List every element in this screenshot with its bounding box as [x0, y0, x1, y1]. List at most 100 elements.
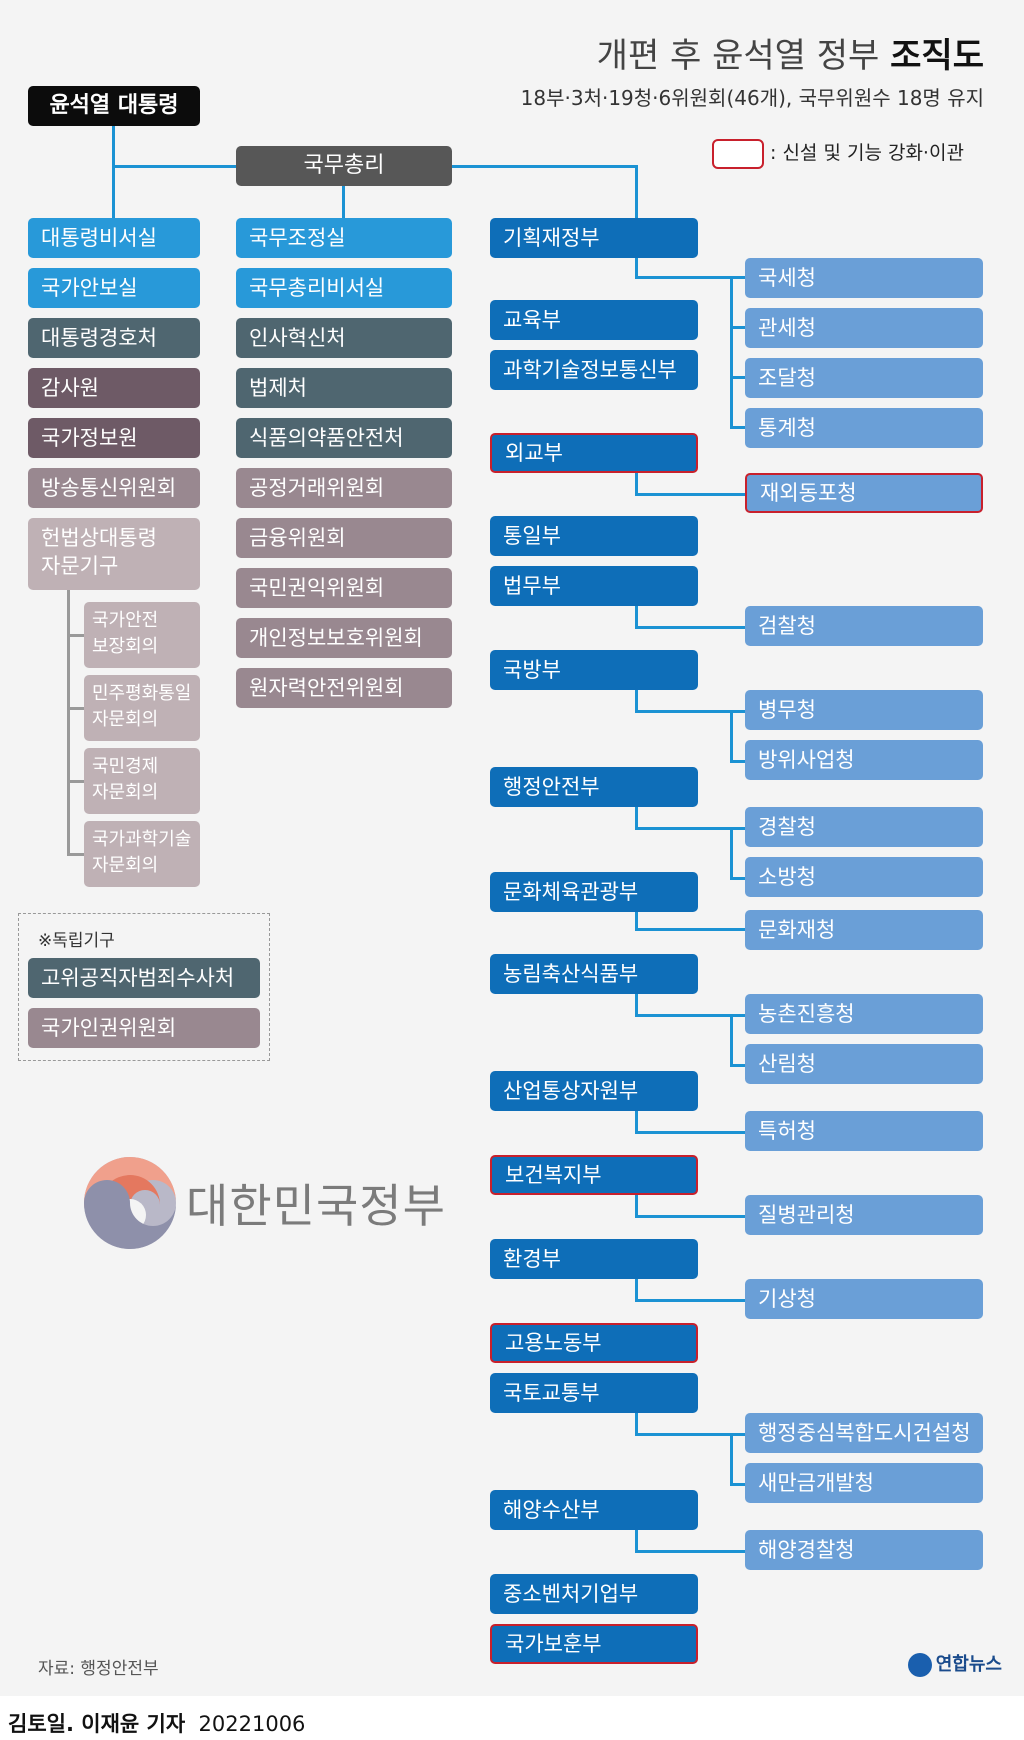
government-logo-text: 대한민국정부 — [186, 1179, 446, 1233]
brand-label: 연합뉴스 — [935, 1654, 1002, 1675]
agency-procurement[interactable]: 조달청 — [745, 358, 983, 398]
advisory-connector — [67, 590, 70, 855]
conn-mof-b2 — [730, 326, 745, 329]
conn-mois-h — [635, 827, 745, 830]
agency-forest[interactable]: 산림청 — [745, 1044, 983, 1084]
agency-military-manpower[interactable]: 병무청 — [745, 690, 983, 730]
president-office-box[interactable]: 대통령비서실 — [28, 218, 200, 258]
agency-multifunctional-city[interactable]: 행정중심복합도시건설청 — [745, 1413, 983, 1453]
advisory-item-national-economy[interactable]: 국민경제 자문회의 — [84, 748, 200, 814]
ministry-smes-startups[interactable]: 중소벤처기업부 — [490, 1574, 698, 1614]
ministry-national-defense[interactable]: 국방부 — [490, 650, 698, 690]
title-bold: 조직도 — [890, 36, 984, 76]
government-logo-icon — [84, 1157, 176, 1249]
connector-ministries — [635, 165, 638, 218]
cio-box[interactable]: 고위공직자범죄수사처 — [28, 958, 260, 998]
national-security-office-box[interactable]: 국가안보실 — [28, 268, 200, 308]
agency-prosecutors[interactable]: 검찰청 — [745, 606, 983, 646]
prime-minister-box[interactable]: 국무총리 — [236, 146, 452, 186]
ministry-education[interactable]: 교육부 — [490, 300, 698, 340]
agency-patent[interactable]: 특허청 — [745, 1111, 983, 1151]
ministry-agriculture[interactable]: 농림축산식품부 — [490, 954, 698, 994]
agency-disease-control[interactable]: 질병관리청 — [745, 1195, 983, 1235]
advisory-bodies-box[interactable]: 헌법상대통령 자문기구 — [28, 518, 200, 590]
conn-mof2-v — [635, 1530, 638, 1552]
nuclear-safety-commission-box[interactable]: 원자력안전위원회 — [236, 668, 452, 708]
ministry-foreign-affairs[interactable]: 외교부 — [490, 433, 698, 473]
agency-fire[interactable]: 소방청 — [745, 857, 983, 897]
conn-motie-v — [635, 1111, 638, 1133]
ministry-environment[interactable]: 환경부 — [490, 1239, 698, 1279]
conn-mof2-h — [635, 1550, 745, 1553]
ministry-culture-sports-tourism[interactable]: 문화체육관광부 — [490, 872, 698, 912]
advisory-item-science-technology[interactable]: 국가과학기술 자문회의 — [84, 821, 200, 887]
agency-police[interactable]: 경찰청 — [745, 807, 983, 847]
source-note: 자료: 행정안전부 — [38, 1659, 159, 1679]
conn-mof-h — [635, 276, 745, 279]
legend-swatch — [712, 138, 764, 169]
food-drug-safety-box[interactable]: 식품의약품안전처 — [236, 418, 452, 458]
advisory-branch-2 — [67, 707, 85, 710]
ministry-oceans-fisheries[interactable]: 해양수산부 — [490, 1490, 698, 1530]
conn-mohw-v — [635, 1195, 638, 1217]
advisory-branch-4 — [67, 853, 85, 856]
conn-mof-b4 — [730, 426, 745, 429]
ministry-employment-labor[interactable]: 고용노동부 — [490, 1323, 698, 1363]
advisory-item-peaceful-unification[interactable]: 민주평화통일 자문회의 — [84, 675, 200, 741]
ministry-economy-finance[interactable]: 기획재정부 — [490, 218, 698, 258]
conn-mnd-h — [635, 710, 745, 713]
conn-mofa-h — [635, 493, 745, 496]
privacy-commission-box[interactable]: 개인정보보호위원회 — [236, 618, 452, 658]
ministry-unification[interactable]: 통일부 — [490, 516, 698, 556]
president-box[interactable]: 윤석열 대통령 — [28, 86, 200, 126]
ministry-interior-safety[interactable]: 행정안전부 — [490, 767, 698, 807]
chart-subtitle: 18부·3처·19청·6위원회(46개), 국무위원수 18명 유지 — [520, 86, 984, 110]
broadcasting-commission-box[interactable]: 방송통신위원회 — [28, 468, 200, 508]
advisory-item-national-security[interactable]: 국가안전 보장회의 — [84, 602, 200, 668]
conn-mafra-h — [635, 1014, 745, 1017]
office-government-policy-box[interactable]: 국무조정실 — [236, 218, 452, 258]
personnel-management-box[interactable]: 인사혁신처 — [236, 318, 452, 358]
advisory-branch-3 — [67, 780, 85, 783]
ministry-health-welfare[interactable]: 보건복지부 — [490, 1155, 698, 1195]
agency-cultural-heritage[interactable]: 문화재청 — [745, 910, 983, 950]
conn-motie-h — [635, 1131, 745, 1134]
org-chart-canvas: 개편 후 윤석열 정부 조직도 18부·3처·19청·6위원회(46개), 국무… — [0, 0, 1024, 1696]
ministry-land-transport[interactable]: 국토교통부 — [490, 1373, 698, 1413]
agency-defense-acquisition[interactable]: 방위사업청 — [745, 740, 983, 780]
legislation-box[interactable]: 법제처 — [236, 368, 452, 408]
agency-statistics[interactable]: 통계청 — [745, 408, 983, 448]
national-intelligence-service-box[interactable]: 국가정보원 — [28, 418, 200, 458]
fair-trade-commission-box[interactable]: 공정거래위원회 — [236, 468, 452, 508]
agency-overseas-koreans[interactable]: 재외동포청 — [745, 473, 983, 513]
agency-meteorological[interactable]: 기상청 — [745, 1279, 983, 1319]
agency-saemangeum[interactable]: 새만금개발청 — [745, 1463, 983, 1503]
agency-rural-development[interactable]: 농촌진흥청 — [745, 994, 983, 1034]
human-rights-commission-box[interactable]: 국가인권위원회 — [28, 1008, 260, 1048]
financial-services-commission-box[interactable]: 금융위원회 — [236, 518, 452, 558]
conn-mof-trunk — [730, 276, 733, 429]
conn-molit-trunk — [730, 1433, 733, 1486]
agency-coast-guard[interactable]: 해양경찰청 — [745, 1530, 983, 1570]
credit-line: 김토일. 이재윤 기자 20221006 — [8, 1708, 305, 1738]
connector-president — [112, 126, 115, 246]
ministry-science-ict[interactable]: 과학기술정보통신부 — [490, 350, 698, 390]
anti-corruption-commission-box[interactable]: 국민권익위원회 — [236, 568, 452, 608]
yonhap-logo-icon — [907, 1653, 932, 1677]
presidential-security-service-box[interactable]: 대통령경호처 — [28, 318, 200, 358]
agency-national-tax[interactable]: 국세청 — [745, 258, 983, 298]
ministry-justice[interactable]: 법무부 — [490, 566, 698, 606]
legend-label: : 신설 및 기능 강화·이관 — [770, 142, 964, 164]
credit-date: 20221006 — [198, 1712, 306, 1736]
agency-customs[interactable]: 관세청 — [745, 308, 983, 348]
board-of-audit-box[interactable]: 감사원 — [28, 368, 200, 408]
yonhap-brand: 연합뉴스 — [907, 1650, 1002, 1677]
legend: : 신설 및 기능 강화·이관 — [712, 138, 964, 169]
ministry-patriots-veterans[interactable]: 국가보훈부 — [490, 1624, 698, 1664]
pm-secretariat-box[interactable]: 국무총리비서실 — [236, 268, 452, 308]
conn-mafra-trunk — [730, 1014, 733, 1067]
independent-note: ※독립기구 — [38, 931, 115, 951]
conn-mohw-h — [635, 1215, 745, 1218]
ministry-trade-industry-energy[interactable]: 산업통상자원부 — [490, 1071, 698, 1111]
chart-title: 개편 후 윤석열 정부 조직도 — [597, 28, 984, 77]
